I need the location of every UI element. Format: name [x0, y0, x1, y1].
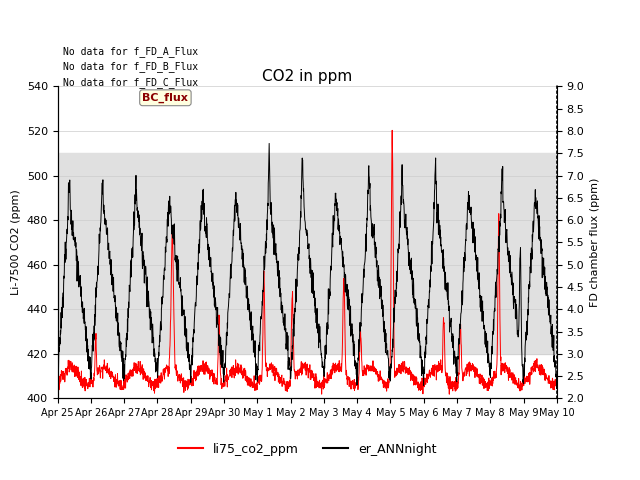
Text: No data for f_FD_C_Flux: No data for f_FD_C_Flux: [63, 77, 198, 88]
Y-axis label: Li-7500 CO2 (ppm): Li-7500 CO2 (ppm): [11, 190, 21, 295]
Title: CO2 in ppm: CO2 in ppm: [262, 69, 353, 84]
Y-axis label: FD chamber flux (ppm): FD chamber flux (ppm): [590, 178, 600, 307]
Text: No data for f_FD_B_Flux: No data for f_FD_B_Flux: [63, 61, 198, 72]
Legend: li75_co2_ppm, er_ANNnight: li75_co2_ppm, er_ANNnight: [173, 438, 442, 461]
Bar: [58, 153, 557, 354]
Text: BC_flux: BC_flux: [143, 93, 188, 103]
Text: No data for f_FD_A_Flux: No data for f_FD_A_Flux: [63, 46, 198, 57]
